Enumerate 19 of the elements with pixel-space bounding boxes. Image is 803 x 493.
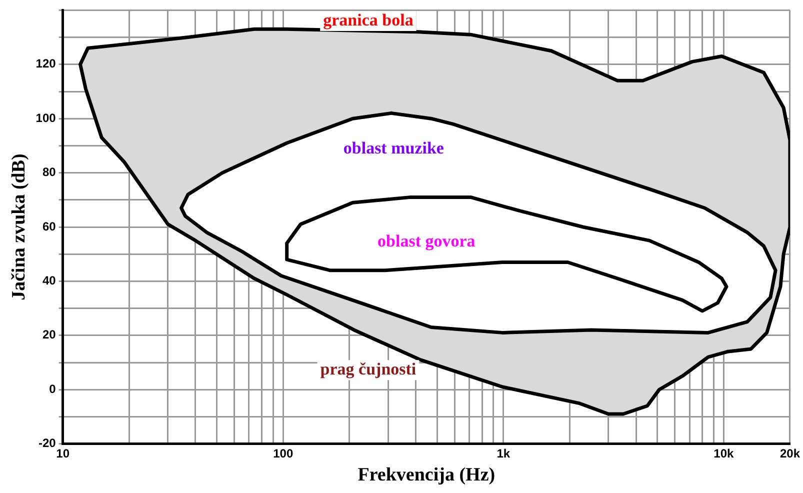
y-tick-label: 120	[36, 56, 56, 71]
x-tick-label: 10k	[714, 446, 734, 460]
x-tick-label: 20k	[780, 446, 800, 460]
x-tick-label: 10	[56, 446, 70, 460]
y-tick-label: 80	[42, 165, 56, 180]
annotation: granica bola	[323, 10, 414, 30]
annotation: oblast muzike	[343, 138, 444, 158]
y-tick-label: 0	[49, 382, 56, 396]
y-tick-label: 20	[42, 328, 56, 342]
x-tick-label: 1k	[496, 446, 510, 460]
y-tick-label: 60	[42, 219, 56, 234]
x-axis-title: Frekvencija (Hz)	[358, 464, 496, 486]
y-tick-label: -20	[38, 436, 56, 450]
annotation: prag čujnosti	[320, 359, 416, 378]
y-axis-title: Jačina zvuka (dB)	[8, 154, 30, 300]
y-tick-label: 100	[36, 110, 56, 125]
annotation: oblast govora	[378, 232, 476, 251]
y-tick-label: 40	[42, 274, 56, 288]
x-tick-label: 100	[273, 446, 294, 460]
